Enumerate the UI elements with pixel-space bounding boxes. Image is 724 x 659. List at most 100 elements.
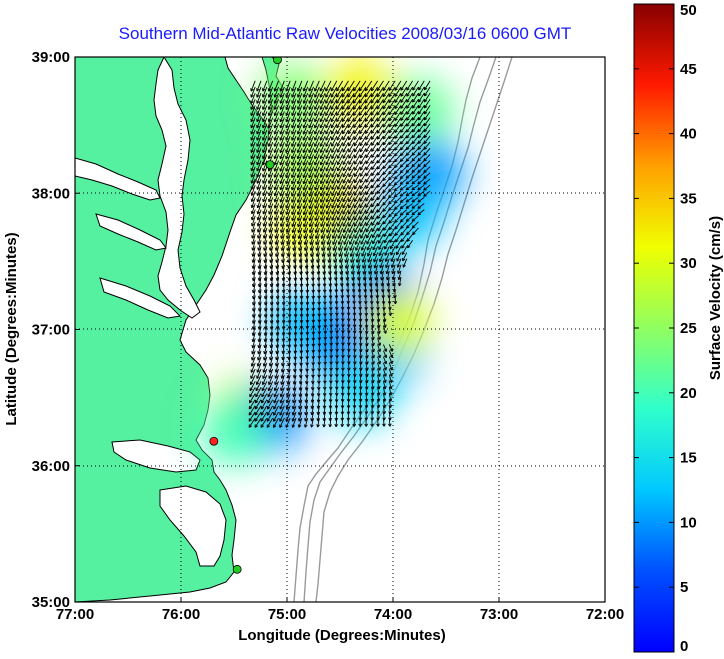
y-tick-label-2: 37:00 xyxy=(32,322,70,339)
velocity-arrow xyxy=(262,178,268,190)
velocity-arrow xyxy=(302,129,309,141)
velocity-arrow xyxy=(342,215,349,227)
velocity-arrow xyxy=(365,203,373,215)
velocity-arrow xyxy=(296,111,303,123)
velocity-arrow xyxy=(342,203,349,215)
velocity-arrow xyxy=(423,160,431,168)
velocity-arrow xyxy=(275,246,279,257)
velocity-arrow xyxy=(347,80,355,92)
velocity-arrow xyxy=(342,148,349,159)
velocity-arrow xyxy=(423,184,431,191)
velocity-arrow xyxy=(388,178,396,187)
velocity-arrow xyxy=(341,344,345,352)
velocity-arrow xyxy=(348,203,355,215)
velocity-arrow xyxy=(382,148,390,158)
velocity-arrow xyxy=(388,362,393,371)
velocity-arrow xyxy=(400,233,408,243)
velocity-arrow xyxy=(388,117,396,128)
velocity-arrow xyxy=(250,105,256,117)
velocity-arrow xyxy=(261,374,268,386)
colorbar-tick-label-4: 20 xyxy=(680,385,697,402)
velocity-arrow xyxy=(365,141,373,153)
velocity-arrow xyxy=(273,141,279,153)
velocity-arrow xyxy=(358,92,367,104)
velocity-arrow xyxy=(319,80,326,92)
velocity-arrow xyxy=(287,283,292,294)
velocity-arrow xyxy=(248,411,256,422)
velocity-arrow xyxy=(262,148,268,160)
velocity-arrow xyxy=(370,123,379,134)
velocity-arrow xyxy=(384,240,390,250)
velocity-arrow xyxy=(273,86,279,98)
velocity-arrow xyxy=(299,277,304,287)
velocity-arrow xyxy=(411,184,419,191)
velocity-arrow xyxy=(371,344,375,353)
velocity-arrow xyxy=(314,141,320,153)
x-axis-label: Longitude (Degrees:Minutes) xyxy=(238,627,446,644)
velocity-arrow xyxy=(341,86,349,98)
velocity-arrow xyxy=(388,141,396,151)
velocity-arrow xyxy=(251,234,256,245)
velocity-arrow xyxy=(353,215,361,227)
velocity-arrow xyxy=(308,117,314,129)
velocity-arrow xyxy=(314,80,320,92)
velocity-arrow xyxy=(314,221,320,233)
velocity-arrow xyxy=(256,203,262,215)
velocity-arrow xyxy=(370,80,379,92)
velocity-arrow xyxy=(355,246,361,257)
velocity-arrow xyxy=(331,154,338,166)
velocity-arrow xyxy=(302,99,309,110)
velocity-arrow xyxy=(382,172,390,181)
velocity-arrow xyxy=(377,325,381,334)
velocity-arrow xyxy=(365,154,373,165)
velocity-arrow xyxy=(371,350,375,359)
velocity-arrow xyxy=(405,184,413,191)
velocity-arrow xyxy=(418,80,425,91)
velocity-arrow xyxy=(274,209,279,221)
velocity-arrow xyxy=(359,154,367,165)
velocity-arrow xyxy=(297,215,303,228)
velocity-arrow xyxy=(273,387,279,398)
colorbar-tick-label-2: 10 xyxy=(680,514,697,531)
velocity-arrow xyxy=(262,368,268,379)
velocity-arrow xyxy=(314,184,320,197)
velocity-arrow xyxy=(400,123,408,133)
velocity-arrow xyxy=(389,233,396,243)
velocity-arrow xyxy=(377,338,381,346)
velocity-arrow xyxy=(250,191,256,203)
velocity-arrow xyxy=(256,160,262,172)
velocity-arrow xyxy=(251,240,256,251)
york-james-river xyxy=(99,277,182,319)
velocity-arrow xyxy=(250,368,256,379)
velocity-arrow xyxy=(256,105,262,117)
velocity-arrow xyxy=(417,184,425,191)
velocity-arrow xyxy=(359,184,367,196)
velocity-arrow xyxy=(325,203,332,215)
velocity-arrow xyxy=(256,99,262,110)
velocity-arrow xyxy=(371,362,375,371)
velocity-arrow xyxy=(262,172,268,184)
velocity-arrow xyxy=(370,393,375,402)
velocity-arrow xyxy=(417,166,425,173)
velocity-arrow xyxy=(382,135,390,146)
x-tick-label-3: 74:00 xyxy=(374,606,412,623)
velocity-arrow xyxy=(347,123,355,135)
velocity-arrow xyxy=(400,98,408,109)
velocity-arrow xyxy=(353,80,361,92)
velocity-arrow xyxy=(273,80,279,92)
velocity-arrow xyxy=(362,258,367,269)
velocity-arrow xyxy=(268,215,274,227)
velocity-arrow xyxy=(280,246,285,257)
velocity-arrow xyxy=(394,215,402,223)
velocity-arrow xyxy=(359,141,367,153)
velocity-arrow xyxy=(336,184,344,197)
velocity-arrow xyxy=(397,276,402,287)
velocity-arrow xyxy=(364,105,373,116)
velocity-arrow xyxy=(319,184,326,197)
velocity-arrow xyxy=(376,387,381,396)
velocity-arrow xyxy=(336,172,344,184)
map-panel xyxy=(75,57,605,602)
velocity-arrow xyxy=(291,99,297,110)
velocity-arrow xyxy=(256,86,262,98)
velocity-arrow xyxy=(390,258,396,268)
